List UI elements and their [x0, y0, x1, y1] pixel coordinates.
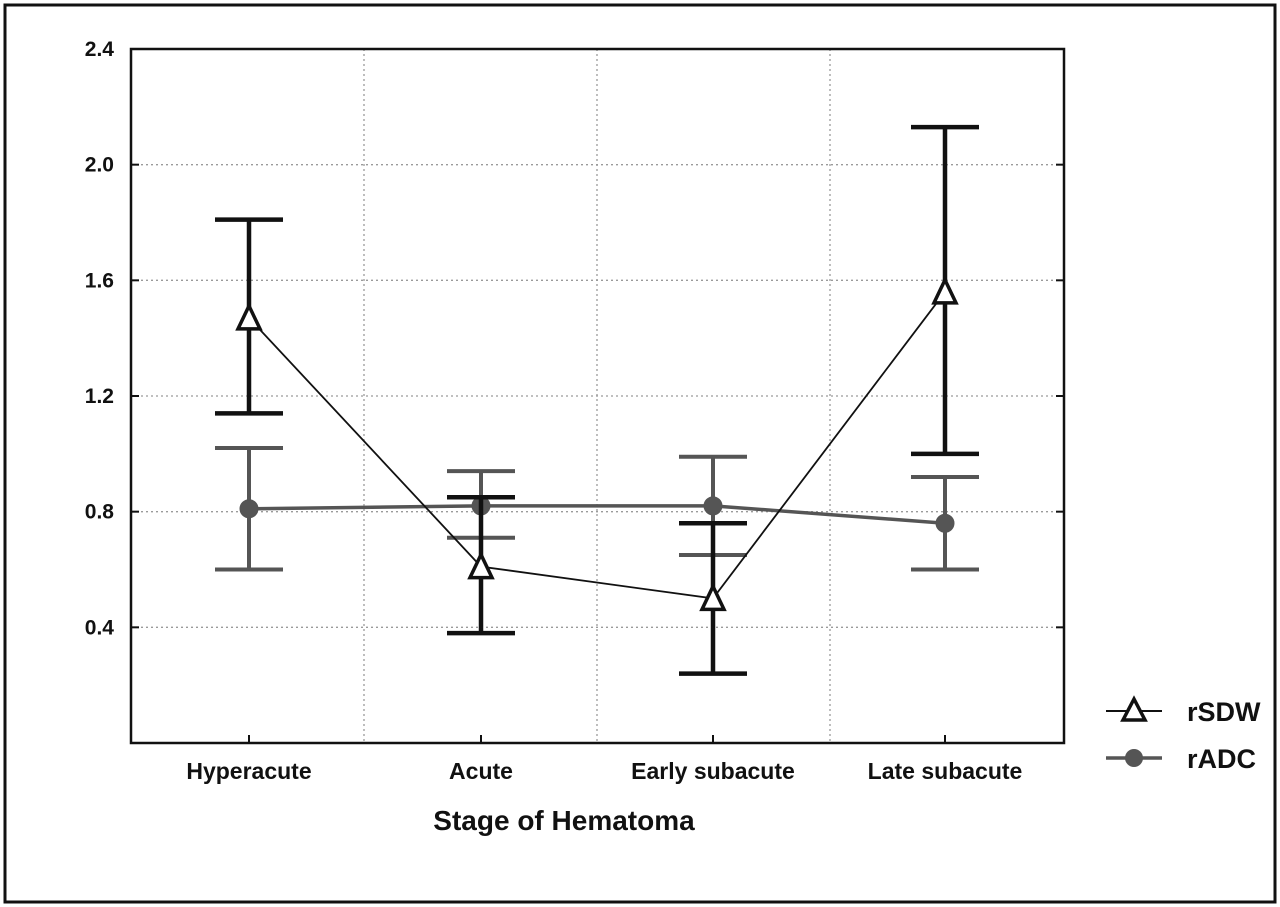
data-point-triangle: [699, 582, 727, 612]
y-tick-label: 2.4: [85, 38, 115, 61]
y-tick-label: 0.8: [85, 501, 115, 524]
legend: rSDW rADC: [1106, 695, 1261, 774]
x-axis-categories: Hyperacute Acute Early subacute Late subacu…: [186, 735, 1022, 784]
y-tick-label: 1.6: [85, 269, 114, 292]
y-tick-label: 2.0: [85, 154, 114, 177]
data-point-circle: [703, 496, 723, 516]
series-layer: [215, 124, 979, 676]
legend-marker-triangle: [1120, 695, 1148, 722]
x-category-label: Acute: [449, 758, 513, 784]
series-rSDW: [215, 124, 979, 676]
data-point-triangle: [931, 275, 959, 305]
legend-label: rSDW: [1187, 697, 1261, 727]
y-tick-label: 1.2: [85, 385, 114, 408]
data-point-triangle: [235, 301, 263, 331]
x-category-label: Hyperacute: [186, 758, 311, 784]
series-line: [248, 504, 946, 525]
legend-item-rSDW: rSDW: [1106, 695, 1261, 727]
data-point-triangle: [467, 550, 495, 580]
data-point-circle: [239, 499, 259, 519]
series-line: [248, 291, 946, 600]
x-category-label: Early subacute: [631, 758, 795, 784]
y-axis-ticks: 2.4 2.0 1.6 1.2 0.8 0.4: [85, 38, 1064, 639]
series-rADC: [215, 446, 979, 572]
legend-label: rADC: [1187, 744, 1256, 774]
legend-marker-circle: [1125, 749, 1143, 767]
x-category-label: Late subacute: [868, 758, 1023, 784]
x-axis-title: Stage of Hematoma: [433, 805, 695, 836]
y-tick-label: 0.4: [85, 616, 115, 639]
data-point-circle: [935, 513, 955, 533]
legend-item-rADC: rADC: [1106, 744, 1256, 774]
